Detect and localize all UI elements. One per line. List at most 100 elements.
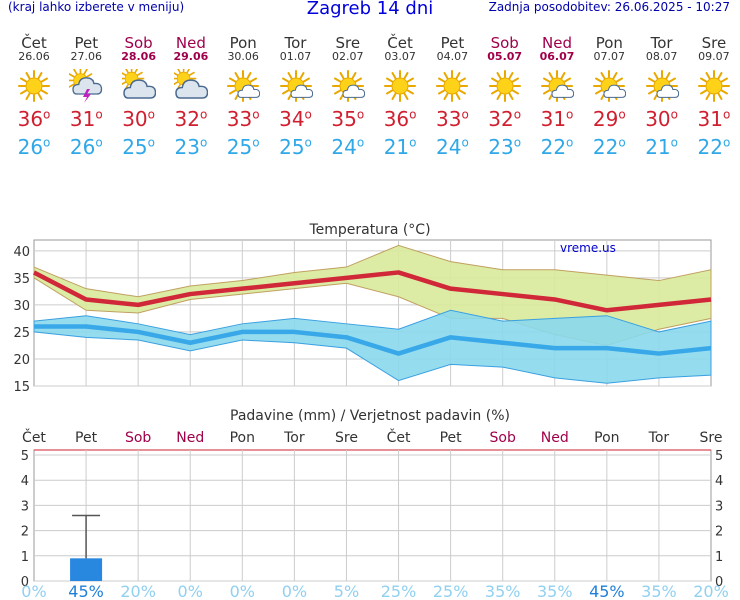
precipitation-probability: 45% <box>68 582 104 600</box>
max-temperature: 35o <box>331 107 365 131</box>
temperature-chart: Temperatura (°C) 15 20 25 30 35 40 vreme.us <box>13 222 712 395</box>
y-tick-label: 5 <box>21 449 29 464</box>
max-temperature: 34o <box>279 107 312 131</box>
daily-forecast-strip: Čet 26.06 36o 26o Pet 27.06 31o 26o Sob 28.06 30o 2… <box>0 34 740 174</box>
day-date: 02.07 <box>332 50 364 63</box>
sun-icon <box>697 70 730 102</box>
y-tick-label: 4 <box>21 474 29 489</box>
day-name: Ned <box>175 34 206 52</box>
min-temperature: 22o <box>697 135 731 159</box>
x-tick-label: Ned <box>541 430 569 446</box>
day-column: Pet 04.07 33o 24o <box>426 34 478 159</box>
min-temperature: 23o <box>174 135 208 159</box>
sun-icon <box>488 70 521 102</box>
day-name: Čet <box>387 34 413 52</box>
x-tick-label: Čet <box>22 428 46 446</box>
day-date: 01.07 <box>279 50 312 63</box>
y-tick-label: 30 <box>13 299 30 314</box>
day-date: 07.07 <box>593 50 626 63</box>
precipitation-probability: 35% <box>641 582 677 600</box>
max-temperature: 36o <box>17 107 51 131</box>
sun-icon <box>436 70 469 102</box>
max-temperature: 33o <box>435 107 469 131</box>
day-column: Pet 27.06 31o 26o <box>60 34 112 159</box>
x-tick-label: Ned <box>176 430 204 446</box>
watermark: vreme.us <box>560 241 616 255</box>
y-tick-label: 3 <box>21 499 29 514</box>
precipitation-probability: 45% <box>589 582 625 600</box>
day-name: Tor <box>650 34 673 52</box>
day-column: Sre 09.07 31o 22o <box>688 34 740 159</box>
precipitation-probability: 20% <box>693 582 729 600</box>
cloudy-sun-icon <box>121 69 156 99</box>
partly-cloudy-icon <box>227 70 261 102</box>
min-temperature: 22o <box>540 135 574 159</box>
min-temperature: 22o <box>592 135 626 159</box>
precipitation-chart-title: Padavine (mm) / Verjetnost padavin (%) <box>230 408 510 424</box>
day-column: Ned 06.07 31o 22o <box>531 34 583 159</box>
day-column: Tor 01.07 34o 25o <box>270 34 322 159</box>
x-tick-label: Čet <box>387 428 411 446</box>
max-temperature: 32o <box>174 107 208 131</box>
day-column: Pon 30.06 33o 25o <box>217 34 269 159</box>
day-column: Pon 07.07 29o 22o <box>583 34 635 159</box>
day-date: 30.06 <box>227 50 259 63</box>
day-name: Sob <box>124 34 153 52</box>
thunderstorm-icon <box>69 69 103 103</box>
precipitation-probability: 35% <box>485 582 521 600</box>
y-tick-label: 5 <box>715 449 723 464</box>
day-date: 26.06 <box>18 50 50 63</box>
precipitation-probability: 25% <box>433 582 469 600</box>
day-name: Pon <box>595 34 623 52</box>
day-date: 06.07 <box>539 50 575 63</box>
min-temperature: 23o <box>488 135 522 159</box>
plot-area <box>33 449 712 582</box>
max-temperature: 36o <box>383 107 417 131</box>
x-tick-label: Tor <box>648 430 670 446</box>
y-tick-label: 35 <box>13 272 30 287</box>
partly-cloudy-icon <box>645 70 679 102</box>
day-name: Pon <box>229 34 257 52</box>
x-tick-label: Sob <box>490 430 516 446</box>
sun-icon <box>384 70 417 102</box>
max-temperature: 30o <box>122 107 155 131</box>
min-temperature: 21o <box>383 135 417 159</box>
min-temperature: 24o <box>331 135 365 159</box>
precipitation-chart: Padavine (mm) / Verjetnost padavin (%) Če… <box>21 408 729 600</box>
x-tick-label: Sre <box>700 430 723 446</box>
min-temperature: 25o <box>122 135 155 159</box>
day-date: 08.07 <box>645 50 678 63</box>
max-temperature-line <box>32 270 712 313</box>
cloudy-sun-icon <box>173 69 208 99</box>
min-temperature: 26o <box>17 135 51 159</box>
max-temperature: 33o <box>226 107 260 131</box>
precipitation-bar <box>70 558 103 581</box>
y-tick-label: 1 <box>715 550 723 565</box>
day-column: Čet 03.07 36o 21o <box>374 34 426 159</box>
day-date: 04.07 <box>436 50 469 63</box>
day-name: Ned <box>542 34 572 52</box>
precipitation-probability: 35% <box>537 582 573 600</box>
min-temperature: 26o <box>69 135 103 159</box>
precipitation-probability: 0% <box>178 582 203 600</box>
precipitation-probability: 0% <box>282 582 307 600</box>
precipitation-probability: 20% <box>120 582 156 600</box>
y-tick-label: 2 <box>21 525 29 540</box>
page-title: Zagreb 14 dni <box>306 0 434 19</box>
temperature-chart-title: Temperatura (°C) <box>308 222 430 238</box>
max-temperature: 30o <box>645 107 678 131</box>
day-name: Tor <box>284 34 307 52</box>
x-tick-label: Pon <box>594 430 619 446</box>
day-name: Sob <box>490 34 519 52</box>
partly-cloudy-icon <box>331 70 365 102</box>
y-tick-label: 0 <box>715 575 723 590</box>
y-tick-label: 20 <box>13 353 30 368</box>
day-date: 09.07 <box>698 50 730 63</box>
x-tick-label: Pet <box>440 430 463 446</box>
y-tick-label: 0 <box>21 575 29 590</box>
day-column: Ned 29.06 32o 23o <box>165 34 217 159</box>
min-temperature: 24o <box>435 135 469 159</box>
min-temperature: 25o <box>279 135 312 159</box>
day-name: Sre <box>701 34 727 52</box>
max-temperature: 29o <box>592 107 626 131</box>
